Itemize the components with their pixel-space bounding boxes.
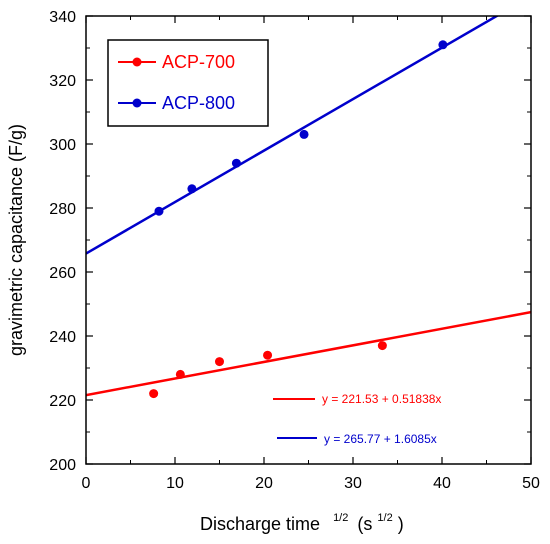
x-tick-label-20: 20 (255, 475, 273, 492)
legend-box (107, 39, 269, 127)
point-acp-700-4 (377, 341, 387, 351)
y-tick-label-280: 280 (49, 201, 76, 218)
x-tick-label-10: 10 (166, 475, 184, 492)
y-tick-label-340: 340 (49, 9, 76, 26)
point-acp-800-1 (187, 184, 197, 194)
fit-annotation-acp-800: y = 265.77 + 1.6085x (277, 432, 437, 446)
point-acp-800-3 (299, 129, 309, 139)
point-acp-700-0 (149, 389, 159, 399)
fit-annotation-acp-700: y = 221.53 + 0.51838x (273, 392, 441, 406)
x-axis-title-unit-sup: 1/2 (377, 512, 392, 524)
point-acp-700-2 (215, 357, 224, 367)
y-axis-title: gravimetric capacitance (F/g) (6, 124, 26, 356)
x-axis-title-main: Discharge time (200, 514, 320, 534)
x-tick-label-0: 0 (82, 475, 91, 492)
fit-equation-acp-800: y = 265.77 + 1.6085x (324, 432, 437, 446)
x-axis-title-unit-close: ) (398, 514, 404, 534)
y-tick-label-260: 260 (49, 265, 76, 282)
fit-equation-acp-700: y = 221.53 + 0.51838x (322, 392, 441, 406)
point-acp-800-4 (438, 40, 448, 50)
legend-marker-acp-700 (132, 57, 142, 67)
points-layer (149, 40, 448, 399)
y-tick-label-300: 300 (49, 137, 76, 154)
y-tick-label-220: 220 (49, 393, 76, 410)
x-axis-title-unit-open: (s (357, 514, 372, 534)
point-acp-800-0 (154, 206, 164, 216)
legend-item-acp-800: ACP-800 (118, 93, 235, 113)
legend-label-acp-700: ACP-700 (162, 52, 235, 72)
x-axis-title: Discharge time 1/2 (s 1/2 ) (200, 505, 404, 534)
y-tick-label-240: 240 (49, 329, 76, 346)
x-axis-title-sup: 1/2 (333, 512, 348, 524)
fit-line-acp-800 (86, 16, 500, 255)
y-tick-label-200: 200 (49, 457, 76, 474)
x-tick-label-30: 30 (344, 475, 362, 492)
x-tick-label-50: 50 (522, 475, 540, 492)
legend-item-acp-700: ACP-700 (118, 52, 235, 72)
x-tick-label-40: 40 (433, 475, 451, 492)
point-acp-700-1 (175, 369, 185, 379)
ticks-layer: 0 10 20 30 40 50 200 220 240 260 280 300 320 340 (49, 9, 540, 492)
legend-label-acp-800: ACP-800 (162, 93, 235, 113)
fit-line-acp-700 (86, 310, 531, 397)
point-acp-800-2 (231, 158, 241, 168)
y-tick-label-320: 320 (49, 73, 76, 90)
point-acp-700-3 (263, 350, 273, 360)
legend-marker-acp-800 (132, 98, 142, 108)
